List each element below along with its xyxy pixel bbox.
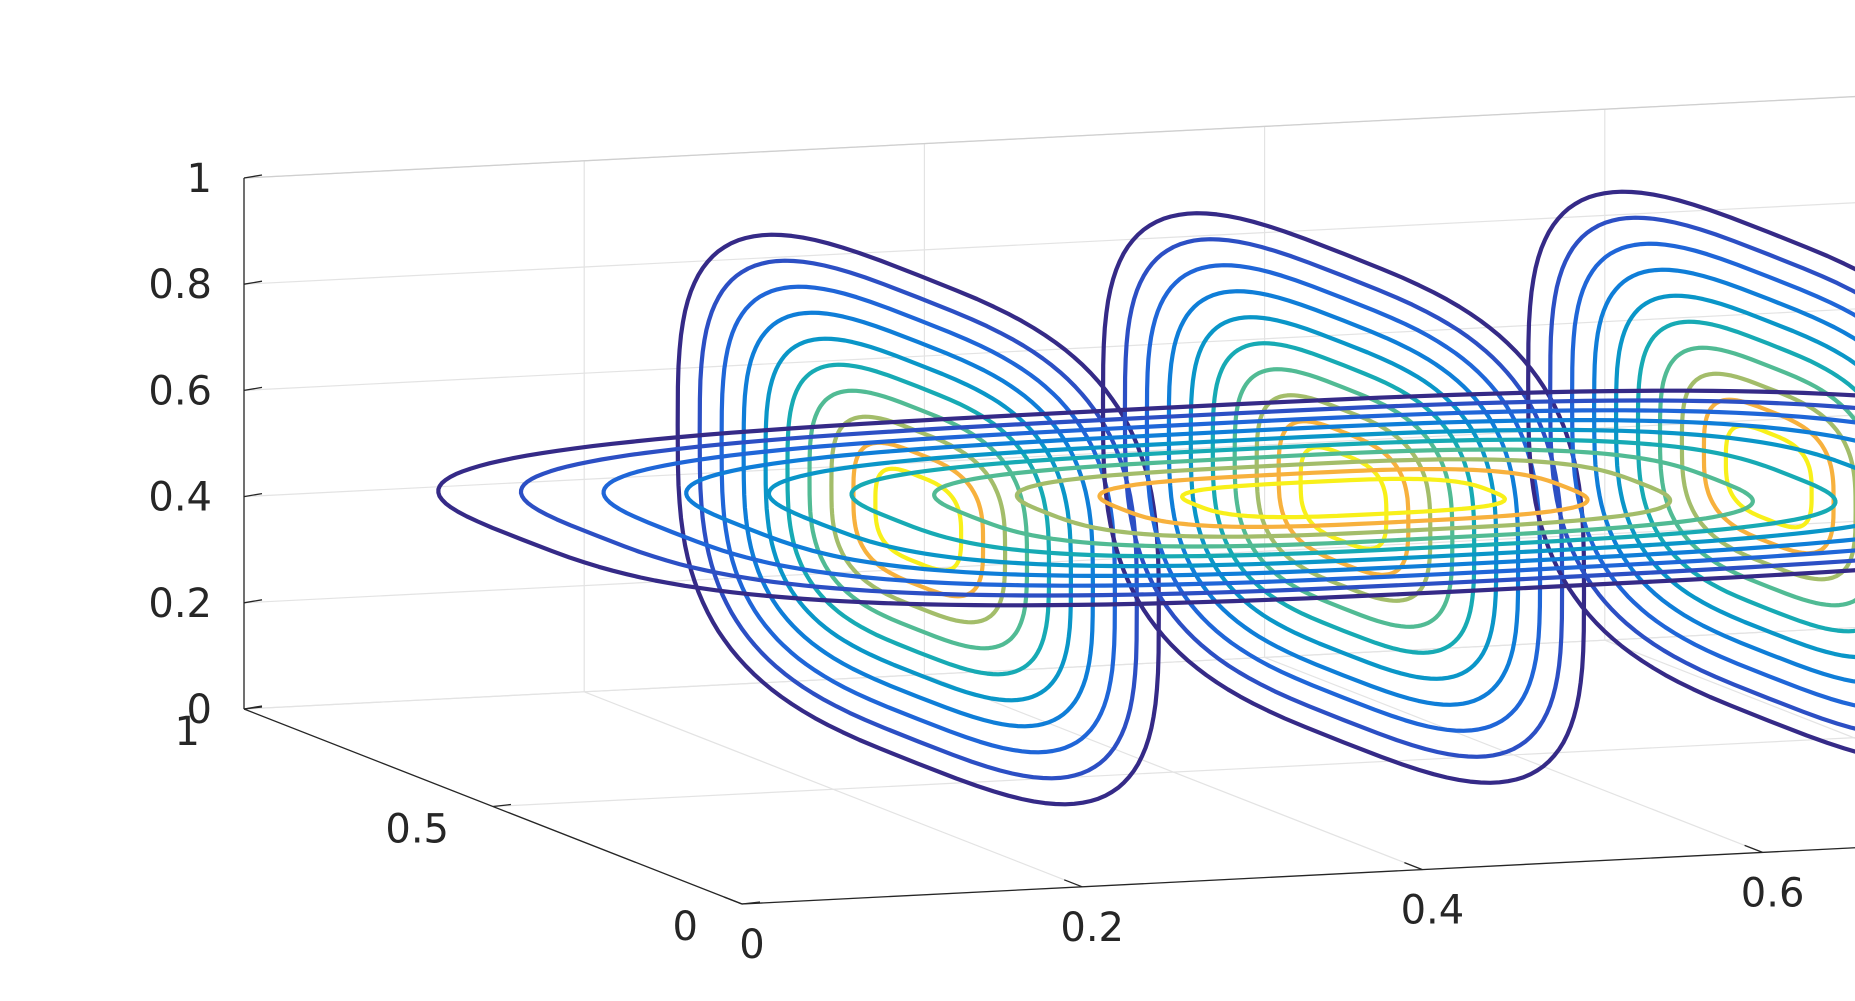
x-tick-mark — [1063, 879, 1083, 888]
z-tick-mark — [243, 492, 263, 498]
axes-layer — [243, 95, 1855, 905]
grid-line — [243, 626, 1855, 710]
contour-line — [1180, 476, 1507, 520]
z-tick-label: 0 — [187, 687, 212, 733]
y-tick-label: 0 — [673, 904, 698, 950]
contour-slice-x-0.5 — [1100, 211, 1587, 785]
contour-line — [1122, 237, 1565, 759]
z-tick-label: 0.6 — [148, 368, 212, 414]
contour-line — [1144, 263, 1543, 733]
contour-line — [849, 437, 1838, 559]
x-tick-mark — [723, 896, 743, 905]
x-axis-line — [741, 847, 1855, 905]
z-tick-label: 0.4 — [148, 475, 212, 521]
contour-line — [763, 336, 1073, 703]
grid-line — [741, 847, 1855, 905]
contour-line — [1570, 241, 1855, 708]
contour-line — [697, 258, 1139, 781]
x-tick-mark — [1404, 861, 1423, 871]
grid-line — [243, 308, 1855, 391]
x-tick-mark — [1744, 844, 1763, 854]
contour-line — [1526, 189, 1855, 754]
z-tick-mark — [243, 386, 263, 392]
y-tick-mark — [492, 803, 512, 808]
y-tick-label: 1 — [175, 709, 200, 755]
y-tick-label: 0.5 — [385, 807, 449, 853]
z-tick-mark — [243, 280, 263, 285]
contour-line — [1254, 393, 1433, 603]
contour-slice-x-0.75 — [1526, 189, 1855, 754]
grid-line — [243, 202, 1855, 285]
x-tick-label: 0 — [739, 922, 764, 968]
contour-line — [1679, 371, 1855, 582]
contour-line — [1166, 289, 1521, 707]
contour-line — [766, 427, 1855, 569]
contour-line — [518, 398, 1855, 598]
contour-line — [684, 418, 1855, 578]
z-tick-label: 0.2 — [148, 581, 212, 627]
grid-line — [243, 95, 1855, 179]
grid-line — [492, 737, 1855, 808]
contour-line — [932, 447, 1755, 549]
contour-line — [1097, 467, 1590, 529]
contour-slice-z-0.5 — [436, 388, 1855, 608]
contour-line — [675, 232, 1161, 807]
z-tick-mark — [243, 705, 263, 710]
y-tick-mark — [741, 901, 761, 905]
x-tick-label: 0.4 — [1401, 888, 1465, 934]
contour-line — [436, 388, 1855, 608]
z-tick-mark — [243, 174, 263, 179]
z-tick-label: 0.8 — [148, 262, 212, 308]
box-edge — [243, 95, 1855, 179]
contour-line — [1100, 211, 1587, 785]
contour-line — [1210, 341, 1477, 655]
contour-line — [1014, 457, 1673, 539]
contour-line — [601, 408, 1855, 588]
contour-line — [1635, 319, 1855, 634]
contour-layer — [436, 189, 1855, 807]
x-tick-label: 0.2 — [1060, 905, 1124, 951]
grid-layer — [243, 95, 1855, 905]
contour-slice-x-0.25 — [675, 232, 1161, 807]
x-tick-label: 0.6 — [1741, 870, 1805, 916]
z-tick-label: 1 — [187, 156, 212, 202]
contour-line — [785, 362, 1052, 677]
contour-line — [1592, 267, 1855, 684]
grid-line — [243, 626, 1855, 710]
contour-line — [741, 310, 1095, 729]
z-tick-mark — [243, 599, 263, 604]
contour-line — [1548, 215, 1855, 731]
